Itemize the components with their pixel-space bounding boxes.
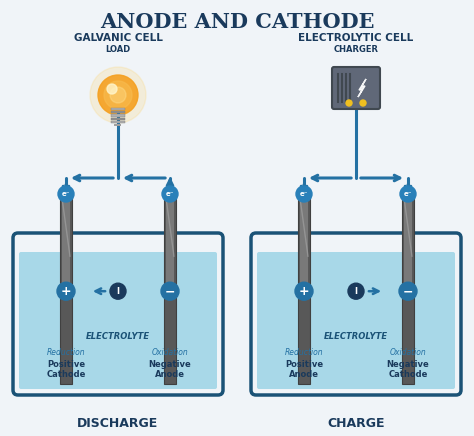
Text: I: I xyxy=(117,287,119,296)
Bar xyxy=(111,118,125,120)
Text: ELECTROLYTE: ELECTROLYTE xyxy=(324,332,388,341)
Circle shape xyxy=(346,100,352,106)
Circle shape xyxy=(360,100,366,106)
Bar xyxy=(164,190,176,384)
Bar xyxy=(111,114,125,116)
Text: Negative: Negative xyxy=(149,360,191,368)
Text: I: I xyxy=(355,287,357,296)
Circle shape xyxy=(90,67,146,123)
Text: ANODE AND CATHODE: ANODE AND CATHODE xyxy=(100,12,374,32)
FancyBboxPatch shape xyxy=(332,67,380,109)
Text: ELECTROLYTIC CELL: ELECTROLYTIC CELL xyxy=(298,33,414,43)
Polygon shape xyxy=(358,79,366,97)
Text: Reduction: Reduction xyxy=(46,347,85,357)
Text: Negative: Negative xyxy=(387,360,429,368)
Circle shape xyxy=(399,282,417,300)
Text: +: + xyxy=(299,285,310,298)
Text: Cathode: Cathode xyxy=(388,369,428,378)
Bar xyxy=(402,190,414,384)
Text: Positive: Positive xyxy=(285,360,323,368)
Circle shape xyxy=(161,282,179,300)
Bar xyxy=(300,194,308,291)
Bar xyxy=(404,194,412,291)
Text: ELECTROLYTE: ELECTROLYTE xyxy=(86,332,150,341)
Circle shape xyxy=(110,283,126,299)
Text: CHARGER: CHARGER xyxy=(334,45,379,54)
Text: Positive: Positive xyxy=(47,360,85,368)
Bar xyxy=(111,111,125,113)
Text: CHARGE: CHARGE xyxy=(327,416,385,429)
Text: e⁻: e⁻ xyxy=(300,191,308,197)
Bar xyxy=(111,121,125,123)
Text: −: − xyxy=(165,285,175,298)
FancyBboxPatch shape xyxy=(19,252,217,389)
Text: −: − xyxy=(403,285,413,298)
Bar xyxy=(115,124,121,126)
Bar xyxy=(298,190,310,384)
Circle shape xyxy=(348,283,364,299)
Text: Oxidation: Oxidation xyxy=(390,347,427,357)
Bar xyxy=(60,190,72,384)
Text: Reduction: Reduction xyxy=(285,347,323,357)
Circle shape xyxy=(295,282,313,300)
Circle shape xyxy=(107,84,117,94)
Text: Anode: Anode xyxy=(155,369,185,378)
Text: Cathode: Cathode xyxy=(46,369,86,378)
Circle shape xyxy=(104,81,132,109)
Text: LOAD: LOAD xyxy=(105,45,131,54)
Text: Anode: Anode xyxy=(289,369,319,378)
Circle shape xyxy=(58,186,74,202)
Text: e⁻: e⁻ xyxy=(62,191,70,197)
Circle shape xyxy=(57,282,75,300)
Circle shape xyxy=(98,75,138,115)
Bar xyxy=(111,108,125,110)
Text: e⁻: e⁻ xyxy=(404,191,412,197)
Text: DISCHARGE: DISCHARGE xyxy=(77,416,159,429)
Circle shape xyxy=(400,186,416,202)
Circle shape xyxy=(162,186,178,202)
Text: Oxidation: Oxidation xyxy=(152,347,188,357)
Bar xyxy=(166,194,174,291)
Bar xyxy=(62,194,70,291)
Circle shape xyxy=(110,87,126,103)
FancyBboxPatch shape xyxy=(257,252,455,389)
Text: GALVANIC CELL: GALVANIC CELL xyxy=(73,33,163,43)
Circle shape xyxy=(296,186,312,202)
Text: +: + xyxy=(61,285,71,298)
Text: e⁻: e⁻ xyxy=(166,191,174,197)
